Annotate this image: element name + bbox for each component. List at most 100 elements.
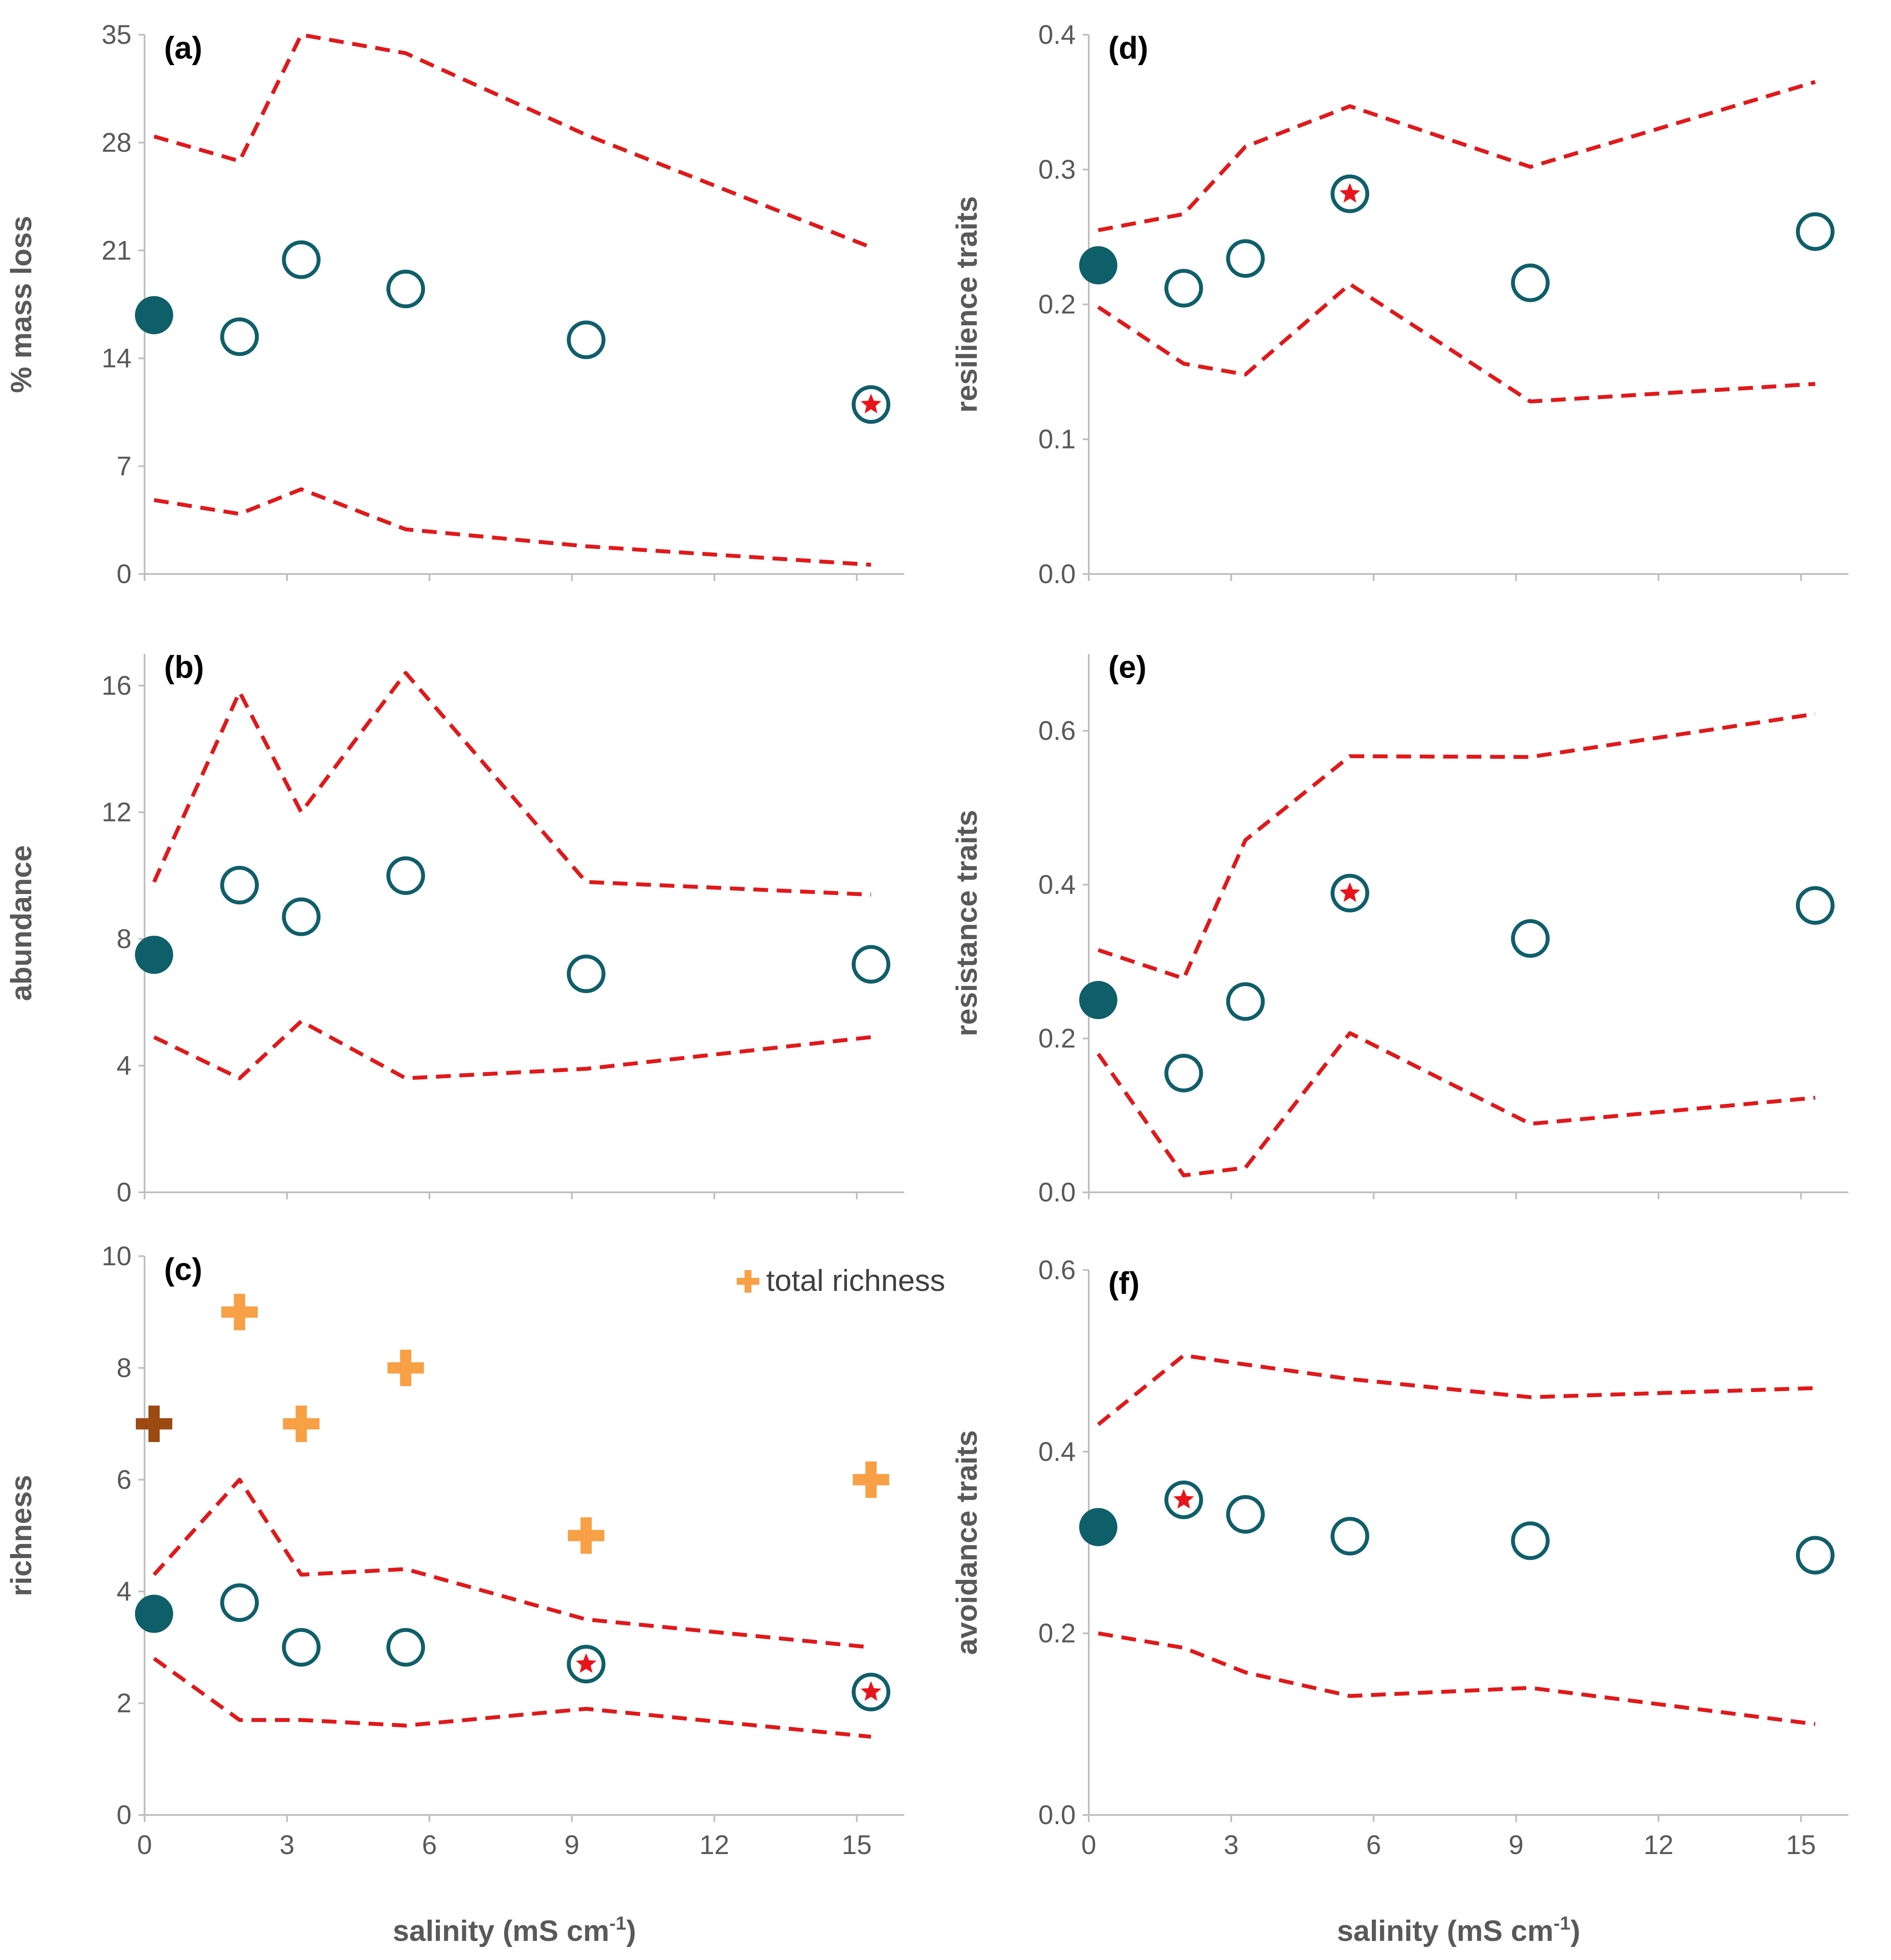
significance-star-icon (860, 393, 882, 413)
upper-envelope-line (152, 671, 871, 897)
x-tick-label: 3 (280, 1830, 294, 1860)
y-axis-title: richness (5, 1475, 38, 1597)
data-point-open (1795, 212, 1835, 251)
significance-star-icon (1339, 882, 1361, 902)
panel-label: (b) (164, 650, 204, 685)
x-tick-label: 12 (699, 1830, 729, 1860)
y-tick-label: 8 (117, 1353, 132, 1383)
reference-point-filled (1079, 981, 1117, 1020)
panel-c: 0 2 4 6 8 10 0 3 6 9 12 15 richness (c) total richness (5, 1241, 945, 1860)
x-axis-title-close: ) (626, 1914, 636, 1947)
y-tick-label: 8 (117, 924, 132, 954)
panel-d: 0.0 0.1 0.2 0.3 0.4 resilience traits (d) (950, 20, 1848, 589)
y-tick-label: 0.0 (1038, 1178, 1076, 1208)
panel-label: (c) (164, 1252, 202, 1287)
y-axis-title: resilience traits (950, 196, 983, 413)
data-point-open (1511, 1521, 1550, 1560)
lower-envelope-line (1097, 1031, 1815, 1178)
data-point-open (1795, 1536, 1835, 1575)
y-tick-label: 0.4 (1038, 1437, 1076, 1467)
panel-f: 0.0 0.2 0.4 0.6 0 3 6 9 12 15 avoidance traits (f) (950, 1255, 1848, 1860)
upper-envelope-line (1098, 80, 1816, 232)
data-point-open (1226, 982, 1265, 1021)
data-point-open (1331, 1517, 1370, 1556)
upper-envelope-line (153, 33, 872, 249)
data-point-open (220, 865, 259, 904)
panel-e: 0.0 0.2 0.4 0.6 resistance traits (e) (950, 650, 1848, 1208)
significance-star-icon (860, 1681, 882, 1701)
lower-envelope-line (1098, 1631, 1815, 1726)
legend-label: total richness (766, 1264, 945, 1297)
total-richness-marker (568, 1517, 605, 1554)
y-tick-label: 7 (117, 452, 132, 482)
reference-point-filled (135, 935, 173, 974)
y-tick-label: 0 (117, 559, 132, 589)
upper-envelope-line (152, 1478, 871, 1650)
y-tick-label: 4 (117, 1577, 132, 1607)
total-richness-marker (283, 1406, 320, 1442)
y-tick-label: 4 (117, 1051, 132, 1081)
panel-label: (e) (1108, 650, 1146, 685)
x-tick-label: 12 (1644, 1830, 1674, 1860)
lower-envelope-line (153, 1656, 871, 1739)
total-richness-marker (135, 1406, 172, 1442)
data-point-open (1511, 263, 1550, 302)
data-point-open (282, 1628, 321, 1667)
y-tick-label: 0.3 (1038, 155, 1076, 185)
total-richness-marker (853, 1461, 889, 1498)
lower-envelope-line (154, 487, 871, 567)
x-axis-title-main: salinity (mS cm (393, 1914, 609, 1947)
legend-marker (737, 1270, 759, 1293)
y-tick-label: 14 (102, 343, 132, 373)
data-point-open (1795, 886, 1835, 925)
x-tick-label: 6 (1366, 1830, 1381, 1860)
y-tick-label: 2 (117, 1689, 132, 1719)
y-axis-title: % mass loss (5, 216, 38, 393)
data-point-open (567, 954, 606, 993)
y-tick-label: 0.2 (1038, 1024, 1076, 1054)
lower-envelope-line (153, 1019, 871, 1080)
y-tick-label: 6 (117, 1465, 132, 1495)
data-point-open (1511, 919, 1550, 958)
total-richness-marker (387, 1350, 424, 1386)
y-tick-label: 12 (102, 798, 132, 828)
reference-point-filled (135, 296, 173, 334)
x-tick-label: 15 (1786, 1830, 1816, 1860)
y-tick-label: 0.2 (1038, 290, 1076, 320)
x-tick-label: 3 (1224, 1830, 1239, 1860)
lower-envelope-line (1097, 282, 1815, 404)
data-point-open (386, 270, 425, 309)
reference-point-filled (1079, 246, 1117, 284)
y-tick-label: 16 (102, 671, 132, 701)
data-point-open (386, 856, 425, 895)
y-tick-label: 0.6 (1038, 1255, 1076, 1285)
panel-label: (d) (1108, 31, 1148, 66)
data-point-open (1164, 269, 1203, 308)
x-tick-label: 6 (422, 1830, 437, 1860)
significance-star-icon (576, 1653, 596, 1673)
x-tick-label: 0 (1081, 1830, 1096, 1860)
y-tick-label: 0.6 (1038, 716, 1076, 746)
x-tick-label: 9 (1509, 1830, 1523, 1860)
y-tick-label: 0.0 (1038, 559, 1076, 589)
x-axis-title-close: ) (1571, 1914, 1581, 1947)
data-point-open (220, 317, 259, 356)
x-axis-title-main: salinity (mS cm (1337, 1914, 1554, 1947)
x-axis-title-superscript: -1 (1554, 1913, 1571, 1934)
y-tick-label: 0.4 (1038, 870, 1076, 900)
y-tick-label: 35 (102, 20, 132, 50)
panel-a: 0 7 14 21 28 35 % mass loss (a) (5, 20, 904, 589)
data-point-open (851, 945, 890, 984)
reference-point-filled (1079, 1508, 1117, 1546)
x-axis-title-superscript: -1 (609, 1913, 626, 1934)
y-axis-title: abundance (5, 845, 38, 1001)
y-tick-label: 0.1 (1038, 425, 1076, 455)
data-point-open (282, 240, 321, 279)
upper-envelope-line (1097, 1353, 1815, 1426)
data-point-open (386, 1628, 425, 1667)
panel-label: (a) (164, 31, 202, 66)
panel-b: 0 4 8 12 16 abundance (b) (5, 650, 904, 1208)
total-richness-marker (221, 1293, 258, 1330)
data-point-open (220, 1583, 259, 1622)
